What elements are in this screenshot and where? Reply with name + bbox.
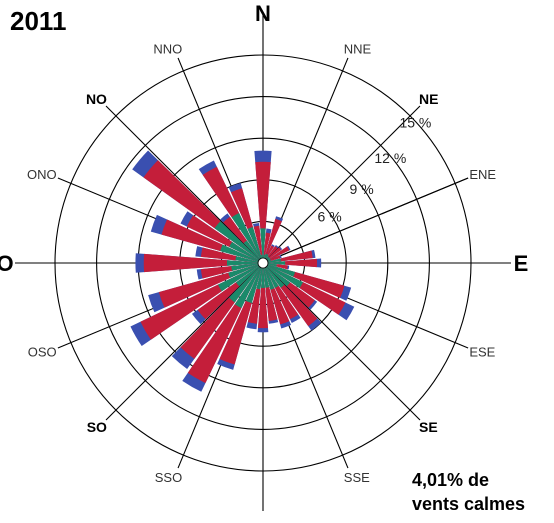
bar-340-band-0	[247, 226, 262, 259]
bar-260-band-0	[231, 263, 259, 271]
spoke-so	[105, 262, 264, 421]
bar-190-band-0	[256, 267, 263, 290]
ring-labels: 6 % 9 %12 % 15 %	[318, 115, 432, 225]
bar-90-band-0	[267, 261, 286, 265]
bar-250-band-0	[228, 264, 259, 278]
chart-title: 2011	[10, 6, 67, 36]
bar-320-band-0	[243, 240, 261, 260]
bar-110-band-0	[267, 264, 296, 277]
spoke-no	[105, 105, 264, 264]
bar-150-band-0	[265, 267, 279, 289]
bar-290-band-0	[220, 244, 259, 262]
ring-label-15: 15 %	[399, 115, 431, 131]
direction-label-no: NO	[86, 91, 107, 107]
direction-label-so: SO	[87, 419, 107, 435]
bar-40-band-0	[265, 256, 269, 260]
direction-label-sse: SSE	[344, 470, 370, 485]
direction-label-se: SE	[419, 419, 438, 435]
bar-180-band-0	[261, 267, 265, 288]
direction-label-e: E	[514, 251, 529, 276]
bar-10-band-1	[263, 232, 271, 259]
direction-label-ene: ENE	[469, 167, 496, 182]
center-hub	[257, 257, 269, 269]
bar-20-band-0	[264, 253, 268, 259]
bar-40-band-1	[265, 246, 278, 260]
bar-90-band-1	[267, 258, 318, 268]
spoke-se	[262, 262, 421, 421]
bar-60-band-1	[267, 246, 290, 261]
calm-winds-line2: vents calmes	[412, 494, 526, 514]
bar-220-band-0	[229, 266, 261, 303]
ring-label-12: 12 %	[374, 150, 406, 166]
bar-160-band-0	[264, 267, 275, 290]
bar-130-band-0	[266, 265, 291, 287]
bar-280-band-0	[235, 256, 259, 263]
direction-label-o: O	[0, 251, 14, 276]
calm-winds-line1: 4,01% de	[412, 470, 490, 490]
direction-label-s: S	[256, 521, 271, 523]
bar-50-band-1	[266, 247, 282, 261]
bar-140-band-0	[265, 266, 285, 288]
bar-300-band-0	[229, 241, 259, 261]
direction-label-sso: SSO	[155, 470, 182, 485]
direction-label-oso: OSO	[28, 344, 57, 359]
bar-30-band-0	[265, 254, 269, 259]
bar-120-band-0	[267, 265, 304, 289]
bar-180-band-1	[257, 267, 269, 329]
bar-20-band-1	[264, 218, 282, 259]
bar-270-band-1	[143, 253, 259, 273]
direction-labels: N NNE NE ENE E ESE SE SSE S SSO SO OSO O ONO NO NNO	[0, 1, 528, 523]
direction-label-nno: NNO	[153, 41, 182, 56]
ring-label-9: 9 %	[350, 181, 374, 197]
bar-170-band-0	[263, 267, 270, 288]
bar-350-band-1	[253, 225, 263, 259]
bar-0-band-1	[255, 161, 271, 259]
bar-50-band-0	[266, 257, 270, 261]
bar-80-band-0	[267, 258, 281, 263]
bar-70-band-0	[267, 259, 272, 262]
bar-310-band-0	[214, 221, 260, 261]
bar-100-band-0	[267, 263, 277, 267]
ring-label-6: 6 %	[318, 208, 342, 224]
bar-350-band-0	[260, 254, 263, 259]
bar-270-band-0	[226, 260, 259, 266]
direction-label-ne: NE	[419, 91, 438, 107]
direction-label-ese: ESE	[469, 344, 495, 359]
direction-label-n: N	[255, 1, 271, 26]
bar-230-band-0	[235, 265, 260, 287]
wind-bars	[130, 150, 355, 392]
direction-label-nne: NNE	[344, 41, 372, 56]
calm-winds-note: 4,01% de vents calmes	[412, 468, 525, 516]
bar-330-band-0	[231, 212, 261, 259]
spoke-ne	[262, 105, 421, 264]
bar-10-band-0	[263, 254, 266, 259]
bar-200-band-0	[245, 267, 262, 304]
bar-240-band-0	[217, 265, 259, 292]
bar-0-band-0	[260, 228, 266, 259]
ring-label-leader	[262, 177, 469, 264]
bar-60-band-0	[267, 258, 271, 261]
direction-label-ono: ONO	[27, 167, 57, 182]
bar-210-band-0	[234, 267, 261, 309]
